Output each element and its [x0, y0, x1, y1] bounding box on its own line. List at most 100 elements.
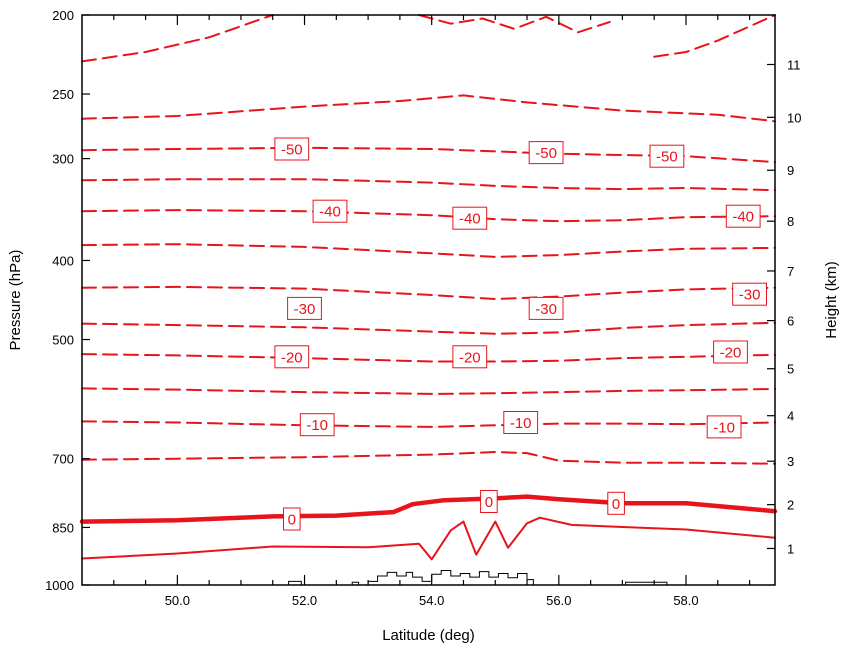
- contour-label-2: -50: [528, 141, 564, 165]
- contour-label-box: [528, 141, 564, 165]
- y2-tick-label: 1: [787, 541, 794, 556]
- contour-label-box: [274, 137, 310, 161]
- contour-label-box: [713, 340, 748, 364]
- contour-label-17: 0: [480, 490, 498, 513]
- terrain-outline: [288, 570, 668, 585]
- contour-label-box: [283, 507, 301, 531]
- contour-label-text: -10: [306, 417, 328, 434]
- x-tick-label: 52.0: [292, 593, 317, 608]
- contour-label-14: -10: [503, 411, 539, 434]
- contour-label-text: -40: [319, 204, 341, 221]
- contour-label-box: [299, 413, 335, 437]
- contour-line-2: [653, 14, 776, 58]
- terrain-segment-1: [288, 580, 302, 585]
- y-tick-label: 500: [52, 333, 74, 348]
- contour-line-6: [81, 178, 776, 192]
- x-tick-label: 50.0: [165, 593, 190, 608]
- y-tick-label: 1000: [45, 578, 74, 593]
- contour-line-3: [418, 14, 611, 34]
- contour-label-text: -40: [732, 209, 754, 226]
- contour-label-box: [287, 296, 322, 320]
- y-tick-label: 200: [52, 8, 74, 23]
- y2-tick-label: 4: [787, 409, 794, 424]
- contour-line-16: [81, 516, 776, 561]
- contour-label-text: -10: [713, 419, 735, 436]
- contour-label-16: 0: [283, 507, 301, 531]
- contour-label-text: -20: [281, 349, 303, 366]
- contour-label-11: -20: [452, 345, 488, 369]
- contour-line-7: [81, 209, 776, 223]
- contour-line-12: [81, 387, 776, 395]
- x-tick-label: 56.0: [546, 593, 571, 608]
- contour-label-box: [452, 206, 488, 230]
- contour-label-text: -50: [535, 145, 557, 162]
- y-tick-label: 850: [52, 520, 74, 535]
- contour-label-box: [480, 490, 498, 513]
- x-axis-title: Latitude (deg): [382, 627, 475, 644]
- y2-tick-label: 6: [787, 314, 794, 329]
- contour-line-14: [81, 451, 776, 465]
- y-tick-label: 400: [52, 253, 74, 268]
- y-tick-label: 250: [52, 87, 74, 102]
- contour-label-text: -30: [739, 287, 761, 304]
- contour-label-9: -30: [732, 282, 768, 306]
- y2-tick-label: 8: [787, 214, 794, 229]
- contour-label-box: [312, 199, 348, 223]
- contour-label-text: -50: [656, 149, 678, 166]
- contour-label-box: [706, 415, 742, 439]
- contour-label-12: -20: [713, 340, 748, 364]
- terrain-segment-4: [625, 581, 668, 585]
- contour-label-6: -40: [725, 204, 761, 228]
- contour-label-box: [725, 204, 761, 228]
- y-axis-left: 200 250 300 400 500 700 850 1000: [45, 8, 90, 593]
- contour-label-3: -50: [649, 144, 685, 168]
- plot-frame: [81, 14, 776, 586]
- y-axis-title: Pressure (hPa): [7, 250, 24, 351]
- contour-label-text: -30: [535, 301, 557, 318]
- contour-label-4: -40: [312, 199, 348, 223]
- contour-label-text: 0: [485, 494, 493, 511]
- x-tick-label: 54.0: [419, 593, 444, 608]
- y2-tick-label: 9: [787, 163, 794, 178]
- x-tick-label: 58.0: [673, 593, 698, 608]
- y2-tick-label: 5: [787, 362, 794, 377]
- x-axis: 50.0 52.0 54.0 56.0 58.0: [113, 15, 751, 608]
- y2-axis-title: Height (km): [823, 261, 840, 339]
- contour-label-text: 0: [288, 512, 296, 529]
- contour-label-1: -50: [274, 137, 310, 161]
- contour-label-text: -30: [294, 301, 316, 318]
- contour-label-15: -10: [706, 415, 742, 439]
- contour-label-text: -20: [720, 345, 742, 362]
- contour-label-7: -30: [287, 296, 322, 320]
- terrain-segment-3: [367, 570, 534, 585]
- contour-label-13: -10: [299, 413, 335, 437]
- contour-label-box: [452, 345, 488, 369]
- contour-line-10: [81, 321, 776, 335]
- contour-line-1: [81, 14, 274, 63]
- contour-label-text: -50: [281, 142, 303, 159]
- y-tick-label: 700: [52, 452, 74, 467]
- contour-label-text: -10: [510, 415, 532, 432]
- contour-line-9: [81, 285, 776, 300]
- contour-label-box: [607, 491, 625, 515]
- y2-tick-label: 3: [787, 454, 794, 469]
- contour-line-11: [81, 353, 776, 363]
- contour-label-18: 0: [607, 491, 625, 515]
- contour-line-5: [81, 146, 776, 164]
- contour-line-8: [81, 243, 776, 258]
- contour-line-13: [81, 420, 776, 428]
- y-tick-label: 300: [52, 152, 74, 167]
- y2-tick-label: 2: [787, 498, 794, 513]
- contour-label-text: 0: [612, 496, 620, 513]
- contour-label-text: -20: [459, 349, 481, 366]
- terrain-segment-2: [351, 581, 360, 585]
- contour-label-box: [274, 345, 310, 369]
- contour-label-box: [732, 282, 768, 306]
- y2-tick-label: 10: [787, 110, 801, 125]
- contour-label-5: -40: [452, 206, 488, 230]
- y2-tick-label: 11: [787, 57, 801, 72]
- contour-label-box: [649, 144, 685, 168]
- y-axis-right: 1 2 3 4 5 6 7 8 9 10 11: [767, 57, 801, 556]
- contour-label-box: [503, 411, 539, 434]
